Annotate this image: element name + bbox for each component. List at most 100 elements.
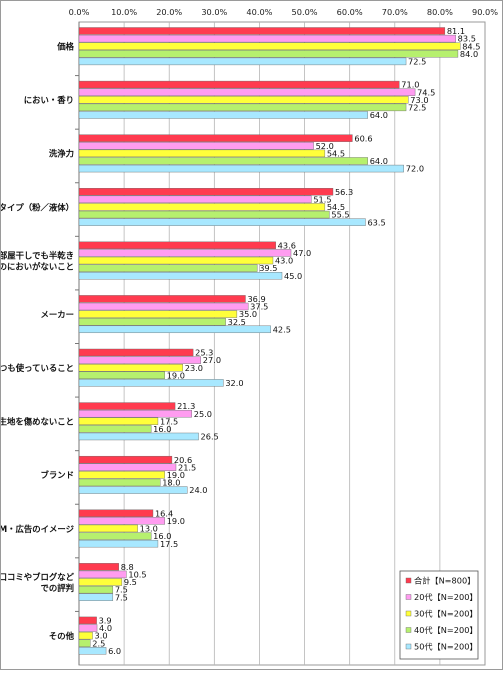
data-label: 71.0 — [401, 80, 419, 90]
bar — [78, 509, 154, 517]
bar — [78, 371, 165, 379]
bar — [78, 302, 249, 311]
data-label: 52.0 — [316, 141, 334, 151]
bar — [78, 218, 366, 226]
bar — [78, 157, 368, 165]
bar — [78, 486, 188, 494]
bar — [78, 471, 165, 479]
bar — [78, 111, 368, 119]
data-label: 60.6 — [354, 133, 372, 143]
bar — [78, 34, 456, 43]
data-label: 37.5 — [250, 302, 268, 312]
data-label: 19.0 — [167, 370, 185, 380]
data-label: 19.0 — [167, 470, 185, 480]
bar — [78, 639, 91, 647]
bar — [78, 50, 459, 58]
data-label: 20.6 — [174, 455, 192, 465]
data-label: 16.4 — [155, 508, 173, 518]
data-label: 25.3 — [195, 348, 213, 358]
bar — [78, 593, 114, 601]
bar — [78, 80, 400, 89]
bars — [78, 27, 461, 655]
category-label: 価格 — [56, 42, 74, 52]
data-label: 72.5 — [408, 102, 426, 112]
data-label: 17.5 — [160, 416, 178, 426]
bar — [78, 295, 246, 303]
bar — [78, 249, 292, 257]
data-label: 35.0 — [239, 309, 257, 319]
category-label-line: のにおいがないこと — [1, 261, 74, 271]
bar — [78, 134, 353, 142]
legend-box — [399, 570, 479, 660]
data-label: 19.0 — [167, 516, 185, 526]
x-tick-label: 0.0% — [69, 7, 90, 17]
category-label: 洗浄力 — [49, 149, 74, 159]
x-tick-label: 80.0% — [427, 7, 453, 17]
bar — [78, 149, 326, 158]
category-label-line: タイプ（粉／液体） — [1, 202, 74, 212]
bar — [78, 318, 226, 326]
legend-swatch — [405, 627, 412, 633]
data-label: 64.0 — [370, 156, 388, 166]
category-label-line: その他 — [49, 631, 75, 641]
bar — [78, 348, 194, 357]
bar — [78, 455, 173, 464]
category-label-line: 価格 — [56, 42, 74, 52]
category-label: メーカー — [41, 309, 75, 319]
data-label: 27.0 — [203, 355, 221, 365]
bar — [78, 616, 97, 625]
data-label: 74.5 — [417, 87, 435, 97]
category-label-line: ブランド — [41, 470, 75, 480]
x-tick-label: 30.0% — [201, 7, 227, 17]
data-label: 10.5 — [128, 570, 146, 580]
bar — [78, 195, 312, 204]
bar — [78, 585, 114, 594]
category-label: いつも使っていること — [1, 363, 74, 373]
category-label-line: 部屋干しでも半乾き — [1, 250, 74, 260]
data-label: 7.5 — [115, 592, 128, 602]
data-label: 42.5 — [273, 324, 291, 334]
bar — [78, 463, 177, 471]
x-tick-label: 40.0% — [246, 7, 272, 17]
data-label: 54.5 — [327, 148, 345, 158]
bar — [78, 210, 330, 219]
data-label: 43.6 — [278, 240, 296, 250]
category-label: 部屋干しでも半乾きのにおいがないこと — [1, 250, 74, 271]
bar — [78, 631, 93, 640]
bar — [78, 57, 407, 66]
data-label: 84.5 — [462, 41, 480, 51]
bar — [78, 563, 119, 571]
bar — [78, 142, 314, 150]
bar — [78, 203, 326, 211]
data-label: 64.0 — [370, 110, 388, 120]
x-tick-label: 20.0% — [156, 7, 182, 17]
data-label: 6.0 — [108, 646, 121, 656]
category-label-line: での評判 — [41, 583, 75, 593]
x-tick-label: 10.0% — [111, 7, 137, 17]
bar — [78, 264, 258, 272]
category-label: におい・香り — [24, 95, 74, 105]
data-label: 51.5 — [313, 194, 331, 204]
x-tick-label: 90.0% — [472, 7, 498, 17]
legend-label: 40代【N=200】 — [414, 625, 478, 635]
legend-swatch — [405, 577, 412, 584]
bar — [78, 417, 159, 425]
bar — [78, 524, 138, 533]
data-label: 17.5 — [160, 539, 178, 549]
data-label: 16.0 — [153, 424, 171, 434]
bar — [78, 425, 152, 433]
legend-label: 50代【N=200】 — [414, 642, 478, 652]
category-label-line: 洗浄力 — [49, 149, 74, 159]
data-label: 18.0 — [162, 478, 180, 488]
bar — [78, 188, 334, 196]
bar — [78, 409, 192, 418]
bar — [78, 517, 165, 525]
data-label: 45.0 — [284, 271, 302, 281]
data-label: 7.5 — [115, 585, 128, 595]
data-label: 9.5 — [124, 577, 137, 587]
data-label: 63.5 — [367, 217, 385, 227]
category-label: タイプ（粉／液体） — [1, 202, 74, 212]
data-label: 8.8 — [121, 562, 134, 572]
